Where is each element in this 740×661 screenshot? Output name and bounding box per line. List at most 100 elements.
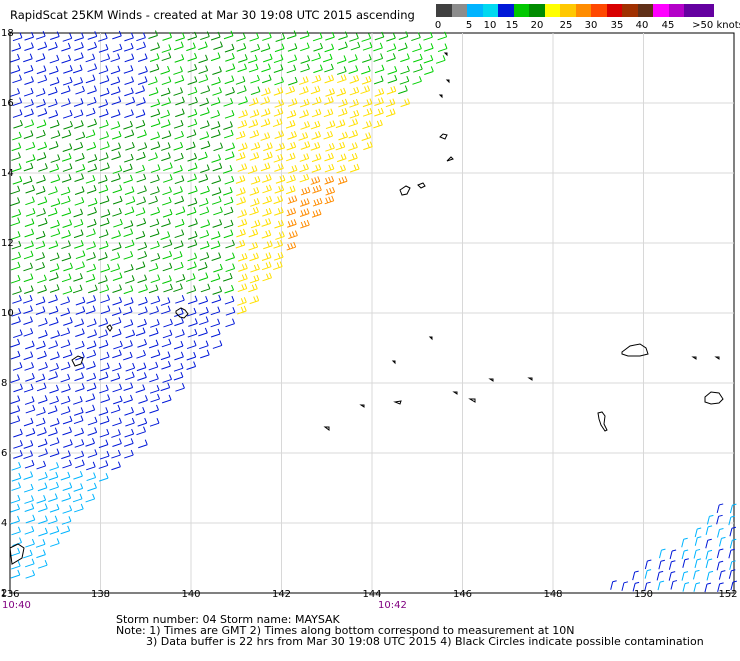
wind-barb xyxy=(349,109,360,119)
wind-barb xyxy=(260,43,271,52)
wind-barb xyxy=(99,428,110,438)
wind-barb xyxy=(299,173,310,183)
wind-barb xyxy=(173,283,183,293)
wind-barb xyxy=(63,317,73,326)
wind-barb xyxy=(61,450,71,460)
wind-barb xyxy=(37,284,47,294)
wind-barb xyxy=(173,141,184,151)
island-outline xyxy=(399,185,411,196)
wind-barb xyxy=(274,163,284,172)
wind-barb xyxy=(23,162,34,172)
wind-barb xyxy=(75,250,86,260)
lat-tick-label: 14 xyxy=(1,168,14,179)
wind-barb xyxy=(286,174,296,184)
wind-barb xyxy=(728,569,736,579)
wind-barb xyxy=(135,327,146,337)
wind-barb xyxy=(199,97,210,107)
wind-barb xyxy=(36,549,46,559)
wind-barb xyxy=(123,351,133,361)
wind-barb xyxy=(373,42,383,52)
wind-barb xyxy=(728,515,735,526)
wind-barb xyxy=(212,87,222,96)
wind-barb xyxy=(149,404,159,414)
legend-swatch xyxy=(529,4,545,17)
wind-barb xyxy=(160,119,171,129)
wind-barb xyxy=(124,428,135,438)
wind-barb xyxy=(325,31,335,41)
wind-barb xyxy=(249,252,259,262)
wind-barb xyxy=(10,53,20,63)
wind-barb xyxy=(137,241,148,251)
wind-barb xyxy=(49,526,60,535)
wind-barb xyxy=(313,42,323,52)
wind-barb xyxy=(37,482,48,492)
wind-barb xyxy=(87,318,97,328)
wind-barb xyxy=(48,371,58,381)
wind-barb xyxy=(729,503,737,514)
wind-barb xyxy=(361,132,372,141)
wind-barb xyxy=(238,273,248,283)
wind-barb xyxy=(161,360,171,370)
wind-barb xyxy=(49,252,60,262)
wind-barb xyxy=(112,417,122,427)
wind-barb xyxy=(48,86,58,96)
wind-barb xyxy=(124,438,134,447)
wind-barb xyxy=(25,514,36,524)
wind-barb xyxy=(287,98,298,107)
wind-barb xyxy=(286,64,297,74)
wind-barb xyxy=(288,76,298,86)
wind-barb xyxy=(100,263,111,273)
wind-barb xyxy=(210,121,221,130)
wind-barb xyxy=(98,472,109,482)
coastlines xyxy=(9,52,724,565)
wind-barb xyxy=(38,448,48,458)
wind-barb xyxy=(111,96,122,105)
wind-barb xyxy=(412,76,422,85)
lat-tick-label: 6 xyxy=(1,448,7,459)
wind-barb xyxy=(98,99,109,108)
wind-barb xyxy=(49,119,60,129)
wind-barb xyxy=(199,252,210,261)
wind-barb xyxy=(610,580,617,590)
wind-barb xyxy=(669,549,677,560)
wind-barb xyxy=(210,328,221,338)
wind-barb xyxy=(85,53,96,63)
wind-barb xyxy=(160,351,171,361)
wind-barb xyxy=(112,208,122,217)
wind-barb xyxy=(175,329,185,338)
wind-barb xyxy=(138,439,148,449)
wind-barb xyxy=(299,76,309,85)
wind-barb xyxy=(174,74,185,84)
wind-barb xyxy=(236,32,246,42)
legend-label-50: >50 knots xyxy=(692,20,740,31)
wind-barb xyxy=(312,197,323,207)
wind-barb xyxy=(49,363,59,372)
wind-barb xyxy=(211,187,222,196)
wind-barb xyxy=(249,295,260,305)
wind-barb xyxy=(25,208,36,217)
wind-barb xyxy=(73,208,84,218)
legend-label-40: 40 xyxy=(635,20,649,31)
wind-barb xyxy=(692,569,700,580)
wind-barb xyxy=(386,85,397,95)
wind-barb xyxy=(72,493,83,503)
wind-barb xyxy=(49,481,59,491)
wind-barb xyxy=(137,250,148,260)
wind-barb xyxy=(50,174,61,184)
wind-barb xyxy=(198,327,208,337)
wind-barb xyxy=(48,141,59,150)
island-outline xyxy=(527,377,533,381)
wind-barb xyxy=(160,109,171,119)
wind-barb xyxy=(387,74,398,84)
wind-barb xyxy=(12,97,23,107)
wind-barb xyxy=(36,174,46,184)
wind-barb xyxy=(23,483,34,493)
wind-barb xyxy=(324,195,335,205)
wind-barb xyxy=(323,130,334,140)
wind-barb xyxy=(173,66,183,75)
wind-barb xyxy=(99,284,110,294)
wind-barb xyxy=(705,525,713,536)
wind-barb xyxy=(35,262,46,271)
wind-barb xyxy=(657,580,665,591)
wind-barb xyxy=(85,404,96,414)
